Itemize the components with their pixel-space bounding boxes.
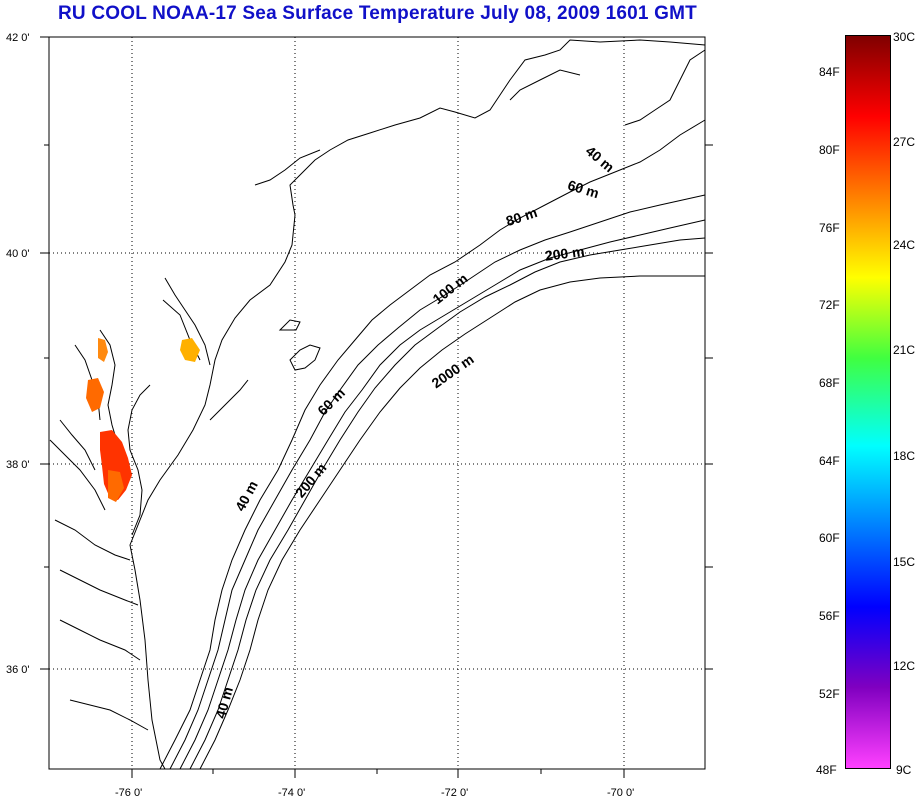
colorbar [845,35,891,769]
sst-patch [98,338,108,362]
colorbar-label-f: 52F [819,687,840,701]
colorbar-label-c: 9C [896,763,912,777]
lon-label: -74 0' [278,787,305,799]
colorbar-label-f: 60F [819,531,840,545]
colorbar-label-f: 76F [819,221,840,235]
sst-map: 42 0' 40 0' 38 0' 36 0' -76 0' -74 0' -7… [6,32,713,799]
colorbar-label-c: 21C [893,343,916,357]
colorbar-label-c: 12C [893,659,916,673]
lon-label: -76 0' [115,787,142,799]
colorbar-label-c: 15C [893,555,916,569]
sst-patch [108,470,124,502]
colorbar-label-f: 80F [819,143,840,157]
lat-label: 40 0' [6,248,30,260]
colorbar-label-f: 84F [819,65,840,79]
colorbar-label-f: 72F [819,298,840,312]
depth-label: 40 m [212,685,236,720]
lat-label: 38 0' [6,459,30,471]
depth-label: 200 m [544,243,585,264]
lon-label: -72 0' [441,787,468,799]
bathymetry-contours [159,119,706,770]
colorbar-label-c: 27C [893,135,916,149]
colorbar-label-f: 56F [819,609,840,623]
sst-patch [86,378,104,412]
colorbar-label-c: 30C [893,30,916,44]
colorbar-label-f: 68F [819,376,840,390]
lon-label: -70 0' [607,787,634,799]
colorbar-label-c: 24C [893,238,916,252]
tick-marks [40,36,713,778]
sst-patches [86,338,200,502]
lat-label: 42 0' [6,32,30,44]
map-title: RU COOL NOAA-17 Sea Surface Temperature … [58,3,697,24]
map-frame [48,36,706,770]
colorbar-label-c: 18C [893,449,916,463]
colorbar-label-f: 48F [816,763,837,777]
sst-patch [180,338,200,362]
grid-lines [49,37,705,769]
lat-label: 36 0' [6,664,30,676]
coastline [49,39,706,770]
colorbar-label-f: 64F [819,454,840,468]
